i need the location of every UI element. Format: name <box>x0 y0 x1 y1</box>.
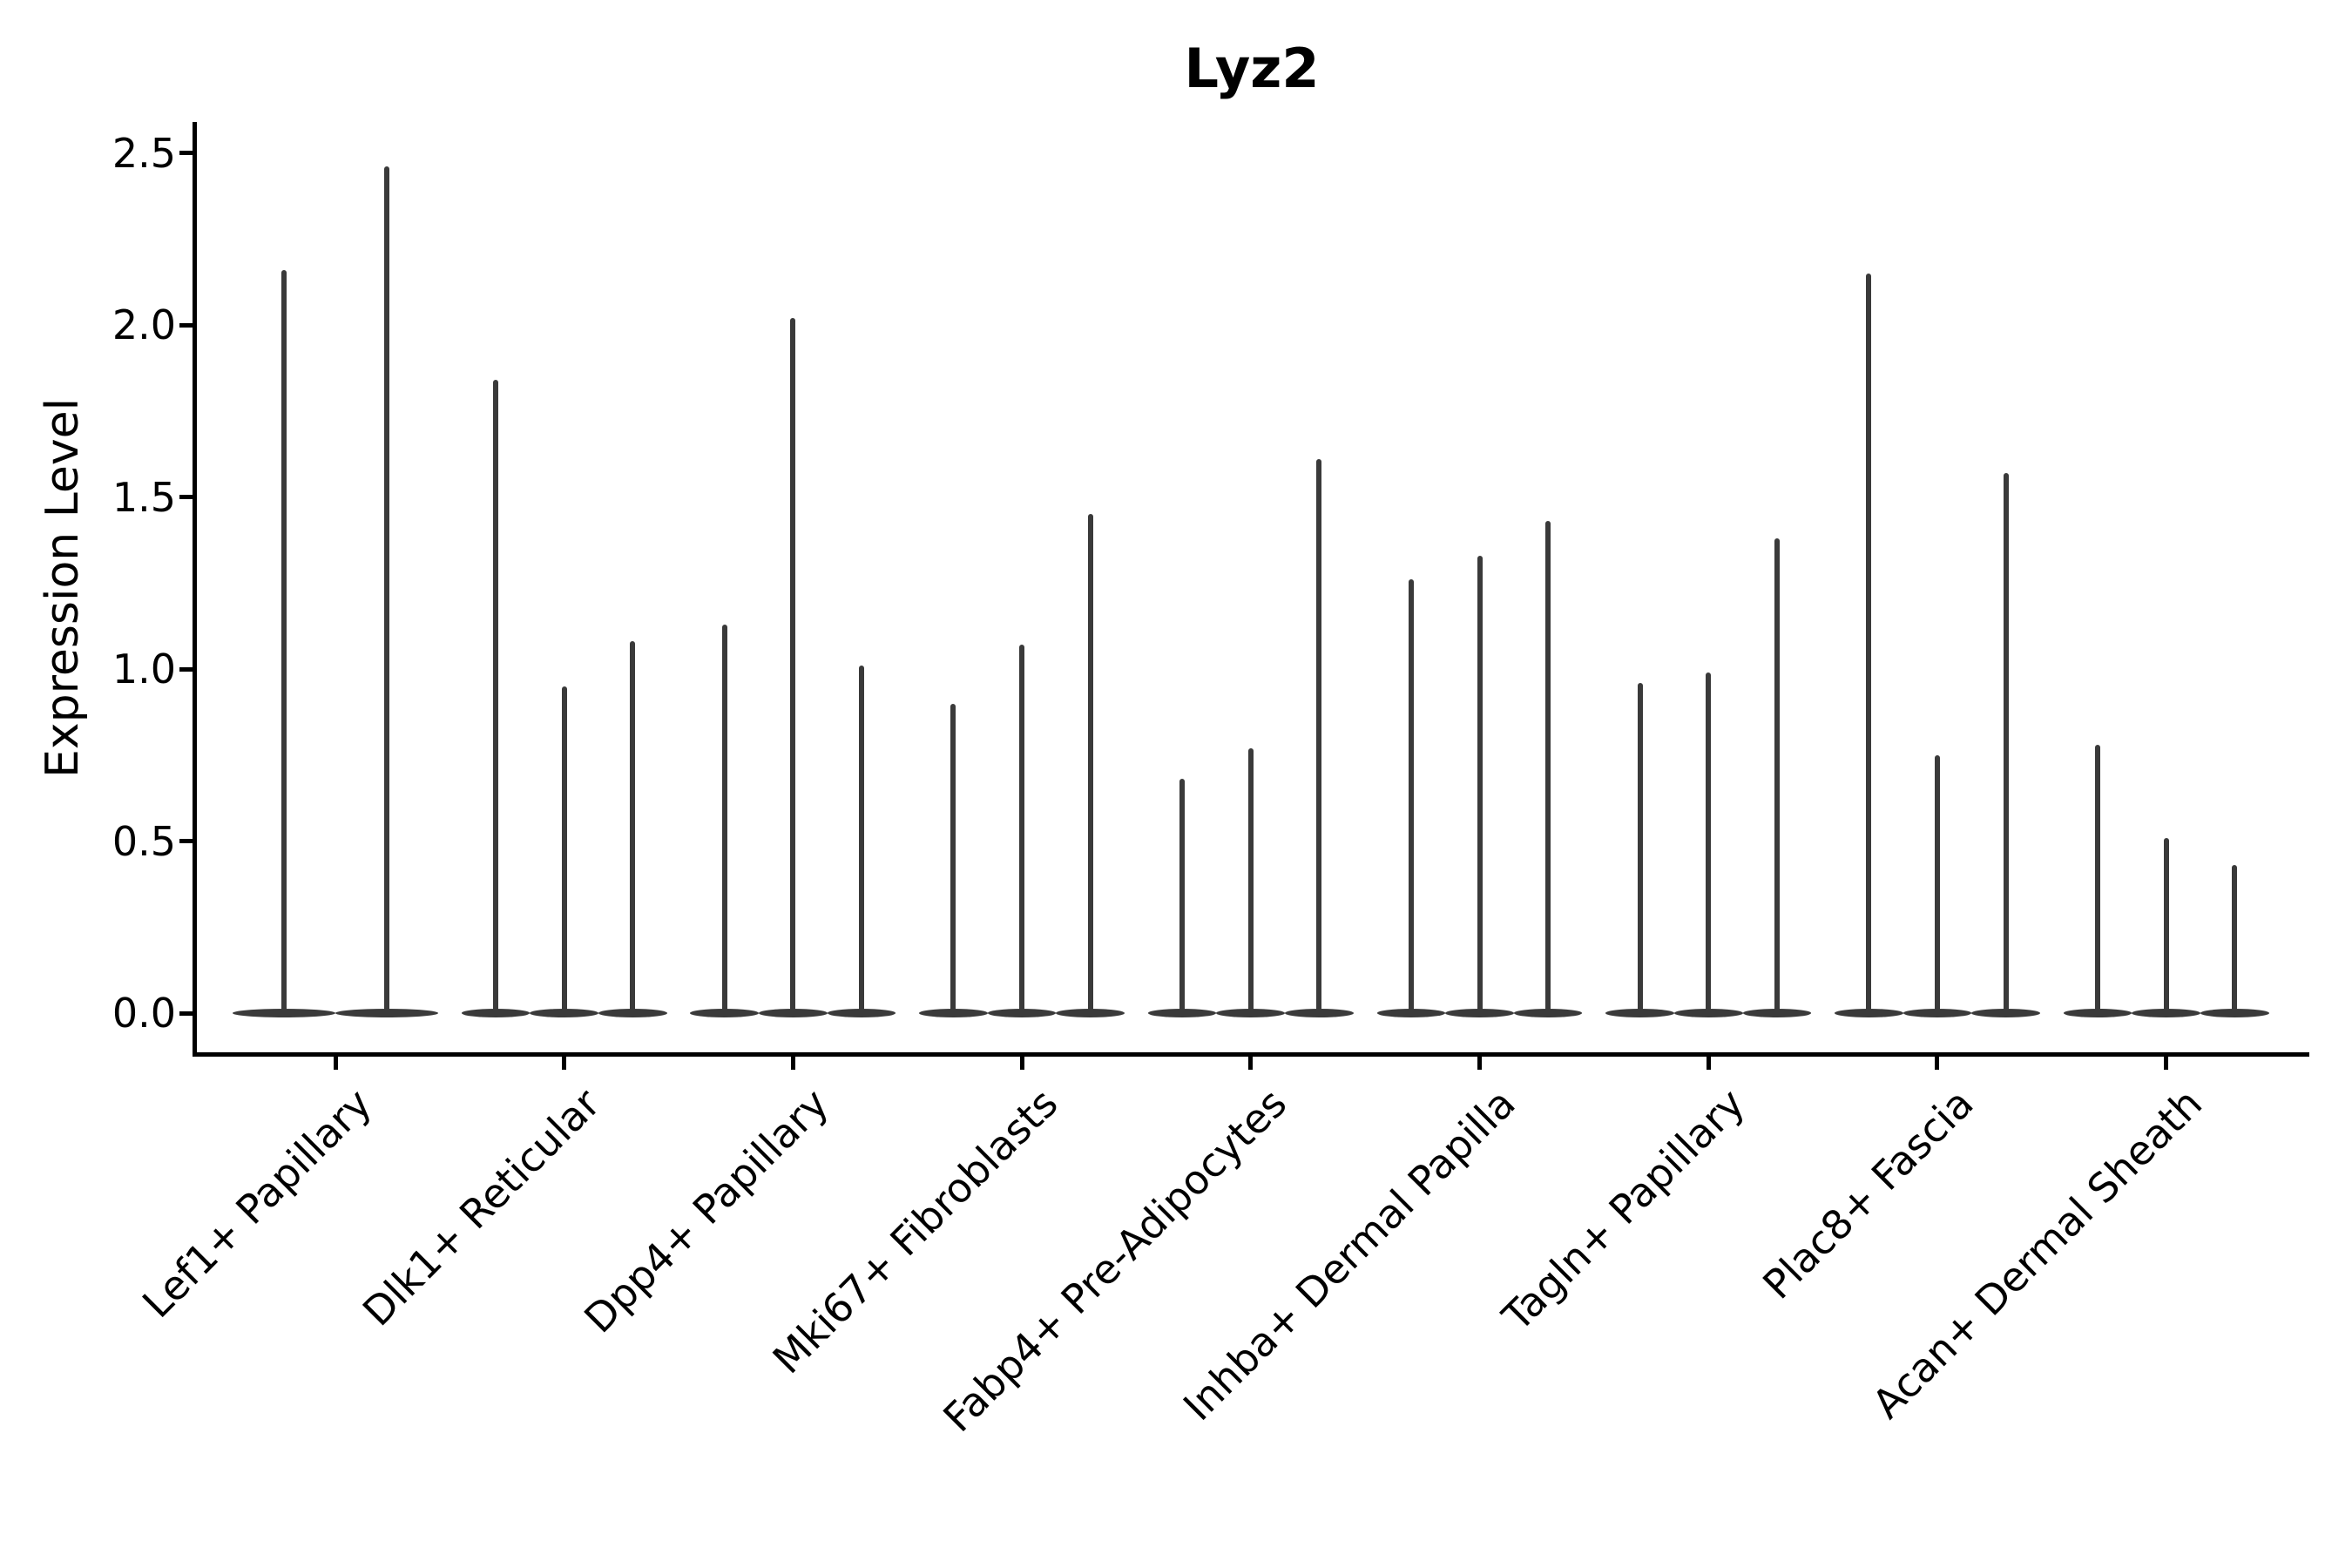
violin-base <box>690 1009 760 1017</box>
violin-base <box>1056 1009 1125 1017</box>
x-axis-tick <box>333 1057 338 1070</box>
violin-base <box>2063 1009 2132 1017</box>
violin-spike <box>2094 744 2100 1013</box>
violin-spike <box>1706 672 1712 1013</box>
x-axis-tick <box>562 1057 567 1070</box>
violin-spike <box>1866 273 1872 1013</box>
x-tick-label: Lef1+ Papillary <box>132 1079 381 1328</box>
violin-spike <box>1934 754 1940 1013</box>
violin-base <box>1834 1009 1903 1017</box>
violin-spike <box>493 380 499 1013</box>
violin-base <box>1513 1009 1583 1017</box>
violin-base <box>2132 1009 2200 1017</box>
violin-spike <box>281 269 287 1013</box>
violin-spike <box>384 166 389 1013</box>
x-axis-tick <box>790 1057 795 1070</box>
violin-spike <box>1774 537 1780 1013</box>
x-tick-label: Dpp4+ Papillary <box>575 1079 838 1342</box>
y-tick-label: 2.0 <box>112 301 176 348</box>
y-axis-tick <box>179 151 193 155</box>
violin-base <box>2200 1009 2269 1017</box>
y-axis-tick <box>179 322 193 328</box>
y-axis-label: Expression Level <box>37 397 89 779</box>
violin-spike <box>1637 682 1643 1013</box>
y-axis-tick <box>179 1010 193 1016</box>
violin-base <box>919 1009 988 1017</box>
y-tick-label: 2.5 <box>112 129 176 177</box>
violin-base <box>233 1009 335 1017</box>
x-axis-tick <box>1935 1057 1940 1070</box>
violin-base <box>1605 1009 1674 1017</box>
violin-spike <box>1545 521 1551 1013</box>
violin-base <box>1285 1009 1354 1017</box>
x-axis-tick <box>1248 1057 1254 1070</box>
violin-base <box>827 1009 896 1017</box>
violin-base <box>1903 1009 1972 1017</box>
violin-base <box>461 1009 531 1017</box>
violin-spike <box>1019 645 1025 1013</box>
violin-spike <box>950 703 956 1013</box>
violin-spike <box>1477 555 1483 1013</box>
violin-spike <box>1179 779 1186 1013</box>
x-axis-tick <box>1706 1057 1711 1070</box>
violin-base <box>1216 1009 1286 1017</box>
violin-spike <box>1247 747 1254 1013</box>
violin-spike <box>2003 472 2009 1013</box>
y-axis-tick <box>179 839 193 843</box>
x-tick-label: Tagln+ Papillary <box>1492 1079 1754 1341</box>
violin-base <box>1673 1009 1743 1017</box>
y-tick-label: 0.5 <box>112 817 176 865</box>
violin-base <box>1445 1009 1514 1017</box>
violin-spike <box>1408 579 1414 1013</box>
violin-spike <box>630 641 636 1013</box>
violin-base <box>1147 1009 1217 1017</box>
y-tick-label: 1.5 <box>112 473 176 521</box>
violin-spike <box>859 666 865 1013</box>
y-axis-tick <box>179 495 193 499</box>
violin-base <box>1742 1009 1812 1017</box>
violin-base <box>987 1009 1057 1017</box>
violin-spike <box>1087 514 1093 1013</box>
violin-base <box>598 1009 667 1017</box>
y-axis-tick <box>179 666 193 672</box>
x-tick-label: Plac8+ Fascia <box>1753 1079 1983 1308</box>
x-axis-tick <box>1019 1057 1024 1070</box>
violin-base <box>1971 1009 2040 1017</box>
violin-base <box>530 1009 599 1017</box>
violin-base <box>759 1009 828 1017</box>
plot-area <box>193 122 2309 1057</box>
violin-spike <box>721 624 727 1013</box>
violin-spike <box>2163 837 2169 1013</box>
y-tick-label: 1.0 <box>112 645 176 693</box>
x-axis-tick <box>1477 1057 1482 1070</box>
violin-base <box>335 1009 438 1017</box>
violin-spike <box>1316 459 1322 1013</box>
violin-base <box>1376 1009 1446 1017</box>
violin-spike <box>790 318 796 1013</box>
y-tick-label: 0.0 <box>112 990 176 1037</box>
x-axis-tick <box>2164 1057 2169 1070</box>
x-tick-label: Dlk1+ Reticular <box>353 1079 610 1335</box>
violin-spike <box>2232 865 2238 1013</box>
chart-title: Lyz2 <box>1184 37 1320 100</box>
violin-spike <box>561 686 567 1013</box>
